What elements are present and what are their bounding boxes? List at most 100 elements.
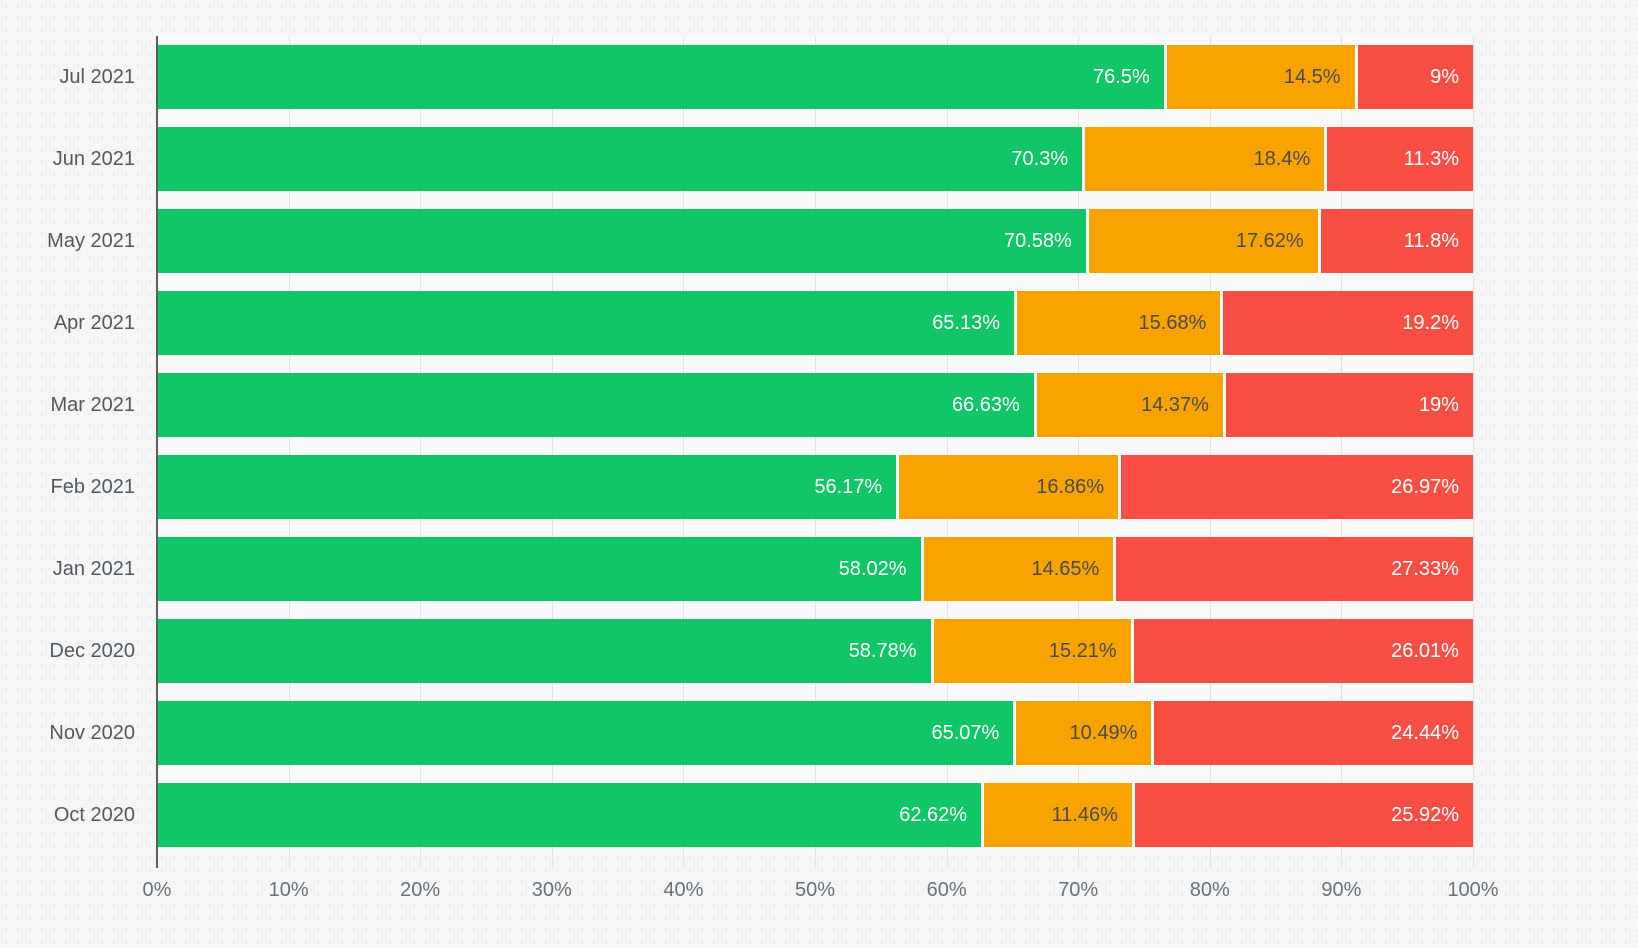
segment-value-label: 24.44%: [1391, 721, 1459, 744]
x-tick-label: 50%: [794, 879, 836, 901]
bar-track: 58.02% 14.65% 27.33%: [157, 537, 1473, 601]
gridline: [1473, 36, 1474, 868]
category-label: May 2021: [47, 229, 135, 252]
segment-value-label: 14.37%: [1141, 393, 1209, 416]
orange-segment[interactable]: 14.65%: [920, 537, 1114, 601]
segment-value-label: 62.62%: [899, 803, 968, 826]
segment-value-label: 26.01%: [1391, 639, 1459, 662]
segment-value-label: 56.17%: [814, 475, 883, 498]
bar-track: 70.3% 18.4% 11.3%: [157, 127, 1473, 191]
gridline: [288, 36, 290, 868]
segment-value-label: 70.3%: [1011, 147, 1069, 170]
red-segment[interactable]: 24.44%: [1151, 701, 1473, 765]
x-axis-labels: 0% 10% 20% 30% 40% 50% 60% 70% 80% 90% 100%: [143, 879, 1499, 909]
category-label: Jun 2021: [52, 147, 135, 170]
segment-value-label: 66.63%: [952, 393, 1020, 416]
green-segment[interactable]: 56.17%: [157, 455, 897, 519]
segment-value-label: 70.58%: [1003, 229, 1072, 252]
orange-segment[interactable]: 10.49%: [1013, 701, 1152, 765]
orange-segment[interactable]: 15.68%: [1014, 291, 1221, 355]
red-segment[interactable]: 25.92%: [1131, 783, 1473, 847]
bar-row: 70.58% 17.62% 11.8%: [157, 200, 1473, 282]
green-segment[interactable]: 62.62%: [157, 783, 982, 847]
segment-value-label: 16.86%: [1036, 475, 1105, 498]
green-segment[interactable]: 70.3%: [157, 127, 1083, 191]
bar-track: 66.63% 14.37% 19%: [157, 373, 1473, 437]
green-segment[interactable]: 58.78%: [157, 619, 931, 683]
orange-segment[interactable]: 11.46%: [981, 783, 1132, 847]
segment-value-label: 10.49%: [1069, 721, 1138, 744]
segment-value-label: 17.62%: [1235, 229, 1304, 252]
segment-value-label: 18.4%: [1253, 147, 1311, 170]
gridline: [1078, 36, 1080, 868]
red-segment[interactable]: 27.33%: [1113, 537, 1473, 601]
bar-row: 76.5% 14.5% 9%: [157, 36, 1473, 118]
segment-value-label: 26.97%: [1391, 475, 1459, 498]
red-segment[interactable]: 26.01%: [1130, 619, 1473, 683]
segment-value-label: 65.13%: [932, 311, 1001, 334]
red-segment[interactable]: 9%: [1354, 45, 1473, 109]
bar-row: 70.3% 18.4% 11.3%: [157, 118, 1473, 200]
category-label: Jan 2021: [52, 557, 135, 580]
red-segment[interactable]: 11.8%: [1317, 209, 1473, 273]
bar-track: 70.58% 17.62% 11.8%: [157, 209, 1473, 273]
segment-value-label: 14.65%: [1031, 557, 1100, 580]
segment-value-label: 19.2%: [1402, 311, 1459, 334]
x-tick-label: 80%: [1189, 879, 1230, 901]
category-label: Apr 2021: [53, 311, 135, 334]
segment-value-label: 19%: [1418, 393, 1459, 416]
bar-track: 65.07% 10.49% 24.44%: [157, 701, 1473, 765]
category-label: Mar 2021: [50, 393, 136, 416]
gridline: [1209, 36, 1211, 868]
segment-value-label: 15.68%: [1138, 311, 1207, 334]
x-tick-label: 10%: [268, 879, 309, 901]
bar-track: 65.13% 15.68% 19.2%: [157, 291, 1473, 355]
bar-track: 56.17% 16.86% 26.97%: [157, 455, 1473, 519]
gridline: [683, 36, 685, 868]
green-segment[interactable]: 65.07%: [157, 701, 1014, 765]
segment-value-label: 25.92%: [1391, 803, 1459, 826]
bar-rows: 76.5% 14.5% 9% 70.3% 18.4% 11.3% 70.58% 17.62% 1…: [157, 36, 1473, 856]
category-label: Nov 2020: [49, 721, 135, 744]
green-segment[interactable]: 66.63%: [157, 373, 1034, 437]
segment-value-label: 58.02%: [838, 557, 907, 580]
category-label: Feb 2021: [50, 475, 135, 498]
segment-value-label: 15.21%: [1048, 639, 1117, 662]
x-tick-label: 60%: [926, 879, 967, 901]
segment-value-label: 65.07%: [931, 721, 1000, 744]
orange-segment[interactable]: 18.4%: [1082, 127, 1325, 191]
red-segment[interactable]: 26.97%: [1118, 455, 1473, 519]
green-segment[interactable]: 58.02%: [157, 537, 921, 601]
x-tick-label: 100%: [1447, 879, 1499, 901]
category-label: Oct 2020: [53, 803, 135, 826]
red-segment[interactable]: 19.2%: [1220, 291, 1473, 355]
bar-row: 62.62% 11.46% 25.92%: [157, 774, 1473, 856]
bar-track: 58.78% 15.21% 26.01%: [157, 619, 1473, 683]
green-segment[interactable]: 65.13%: [157, 291, 1015, 355]
gridline: [420, 36, 422, 868]
gridline: [1341, 36, 1343, 868]
y-axis-line: [156, 36, 158, 868]
green-segment[interactable]: 76.5%: [157, 45, 1164, 109]
orange-segment[interactable]: 14.5%: [1163, 45, 1355, 109]
segment-value-label: 9%: [1430, 65, 1459, 88]
plot-area: 76.5% 14.5% 9% 70.3% 18.4% 11.3% 70.58% 17.62% 1…: [157, 36, 1474, 868]
segment-value-label: 58.78%: [848, 639, 917, 662]
orange-segment[interactable]: 15.21%: [930, 619, 1131, 683]
segment-value-label: 11.8%: [1403, 229, 1459, 252]
x-tick-label: 90%: [1321, 879, 1362, 901]
x-tick-label: 70%: [1058, 879, 1099, 901]
bar-row: 65.13% 15.68% 19.2%: [157, 282, 1473, 364]
orange-segment[interactable]: 17.62%: [1085, 209, 1318, 273]
bar-row: 58.02% 14.65% 27.33%: [157, 528, 1473, 610]
category-label: Dec 2020: [49, 639, 135, 662]
orange-segment[interactable]: 14.37%: [1033, 373, 1223, 437]
green-segment[interactable]: 70.58%: [157, 209, 1086, 273]
red-segment[interactable]: 11.3%: [1324, 127, 1473, 191]
bar-row: 58.78% 15.21% 26.01%: [157, 610, 1473, 692]
orange-segment[interactable]: 16.86%: [896, 455, 1119, 519]
red-segment[interactable]: 19%: [1222, 373, 1473, 437]
x-tick-label: 20%: [400, 879, 441, 901]
bar-row: 66.63% 14.37% 19%: [157, 364, 1473, 446]
gridline: [946, 36, 948, 868]
